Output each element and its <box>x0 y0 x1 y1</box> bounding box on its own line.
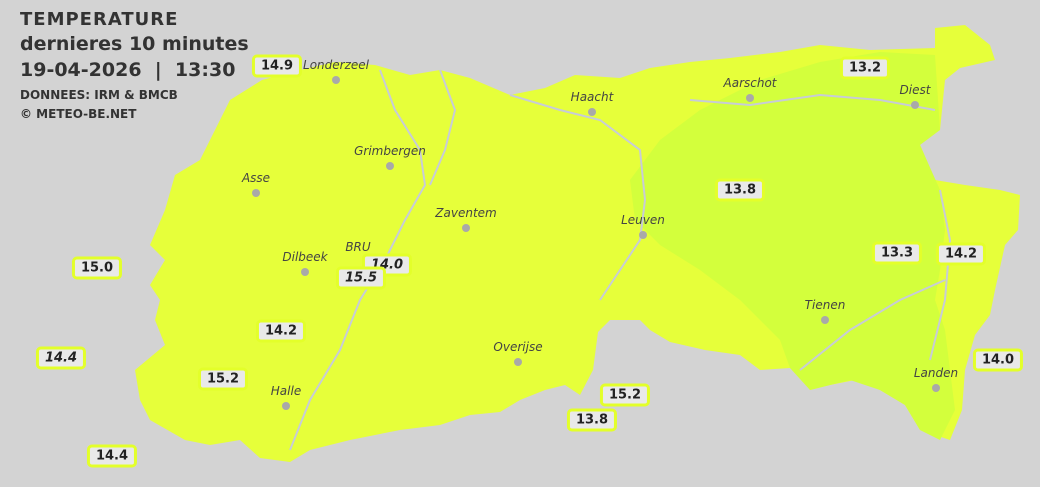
city-marker <box>386 162 394 170</box>
station-temperature[interactable]: 15.5 <box>335 266 387 290</box>
city-label: Halle <box>270 384 302 398</box>
station-temperature[interactable]: 14.2 <box>935 242 987 266</box>
city-marker <box>911 101 919 109</box>
station-temperature[interactable]: 14.4 <box>86 444 138 468</box>
city-label: Grimbergen <box>354 144 426 158</box>
city-label: Aarschot <box>723 76 777 90</box>
map-subtitle: dernieres 10 minutes <box>20 33 249 55</box>
station-temperature[interactable]: 14.9 <box>251 54 303 78</box>
city-label: Haacht <box>570 90 614 104</box>
rivers <box>289 69 952 451</box>
city-label: Landen <box>913 366 959 380</box>
station-temperature[interactable]: 14.2 <box>255 319 307 343</box>
station-temperature[interactable]: 13.3 <box>871 241 923 265</box>
station-temperature[interactable]: 15.2 <box>197 367 249 391</box>
city-marker <box>639 231 647 239</box>
station-temperature[interactable]: 13.2 <box>839 56 891 80</box>
city-label: Dilbeek <box>282 250 328 264</box>
city-marker <box>282 402 290 410</box>
city-marker <box>746 94 754 102</box>
station-temperature[interactable]: 13.8 <box>714 178 766 202</box>
map-title: TEMPERATURE <box>20 9 179 30</box>
city-label: BRU <box>345 240 371 254</box>
city-label: Overijse <box>493 340 543 354</box>
city-marker <box>301 268 309 276</box>
city-marker <box>332 76 340 84</box>
city-marker <box>821 316 829 324</box>
city-label: Leuven <box>621 213 665 227</box>
map-datetime: 19-04-2026 | 13:30 <box>20 59 236 81</box>
station-temperature[interactable]: 13.8 <box>566 408 618 432</box>
city-label: Diest <box>899 83 931 97</box>
copyright: © METEO-BE.NET <box>20 107 137 121</box>
city-marker <box>252 189 260 197</box>
city-label: Londerzeel <box>303 58 369 72</box>
cool-zone <box>630 52 955 440</box>
city-label: Zaventem <box>435 206 497 220</box>
station-temperature[interactable]: 14.0 <box>972 348 1024 372</box>
station-temperature[interactable]: 15.2 <box>599 383 651 407</box>
station-temperature[interactable]: 14.4 <box>35 346 87 370</box>
station-temperature[interactable]: 15.0 <box>71 256 123 280</box>
city-label: Tienen <box>804 298 846 312</box>
city-marker <box>932 384 940 392</box>
city-label: Asse <box>241 171 271 185</box>
city-marker <box>462 224 470 232</box>
data-source: DONNEES: IRM & BMCB <box>20 88 178 102</box>
city-marker <box>514 358 522 366</box>
city-marker <box>588 108 596 116</box>
